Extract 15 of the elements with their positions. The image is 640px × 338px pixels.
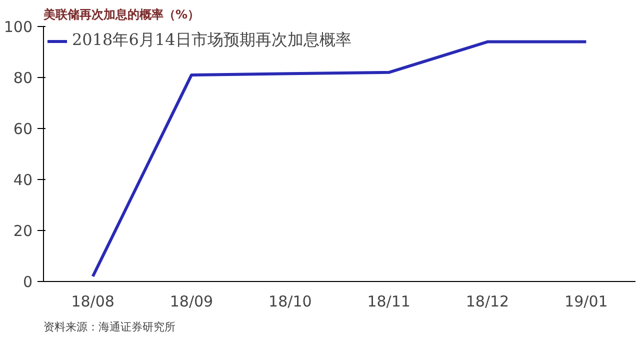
x-tick-label: 18/08: [71, 292, 114, 310]
x-tick-label: 18/10: [268, 292, 312, 310]
x-tick-label: 18/09: [170, 292, 214, 310]
y-tick-label: 0: [22, 273, 33, 291]
legend-label: 2018年6月14日市场预期再次加息概率: [72, 30, 352, 51]
text: 资料来源：海通证券研究所: [44, 320, 176, 334]
y-tick-label: 60: [13, 120, 33, 138]
x-tick-label: 18/12: [466, 292, 510, 310]
chart-title: 美联储再次加息的概率（%）: [42, 8, 200, 22]
x-tick-label: 19/01: [564, 292, 608, 310]
y-tick-label: 100: [4, 18, 33, 36]
y-tick-label: 80: [13, 69, 33, 87]
y-tick-label: 40: [13, 171, 33, 189]
x-tick-label: 18/11: [367, 292, 410, 310]
y-tick-label: 20: [13, 222, 33, 240]
